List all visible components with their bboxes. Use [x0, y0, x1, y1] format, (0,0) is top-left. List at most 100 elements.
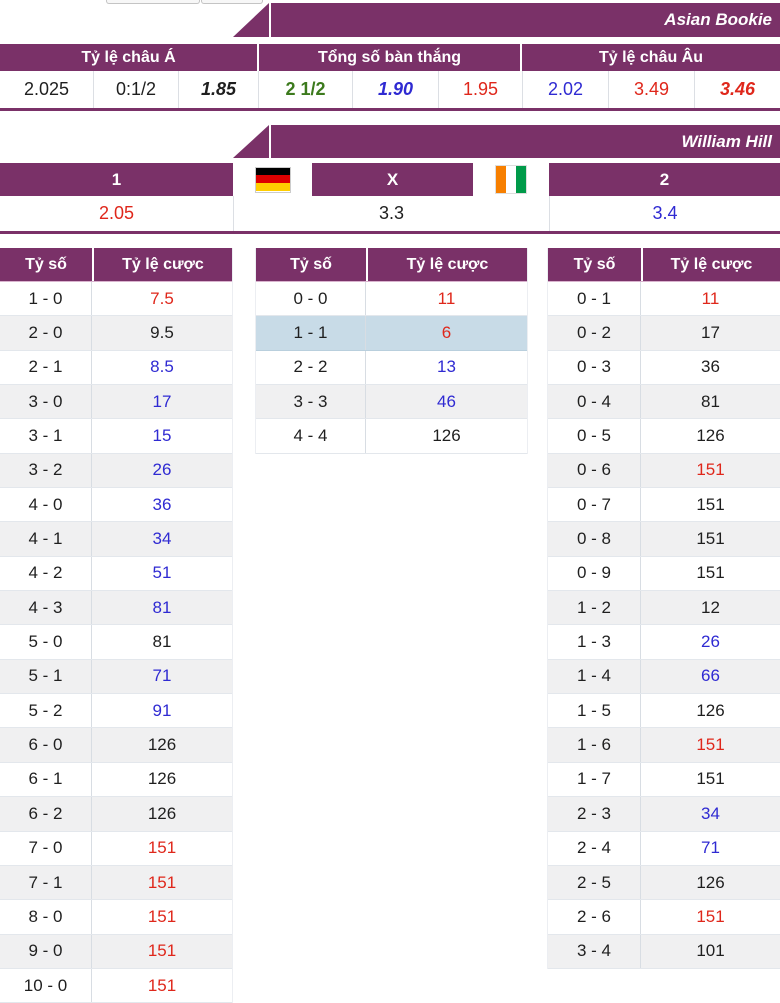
odds-cell[interactable]: 71 [152, 666, 172, 686]
score-odds-row[interactable]: 1 - 3 26 [548, 625, 780, 660]
tab-remnant-left[interactable] [106, 0, 200, 4]
score-odds-row[interactable]: 1 - 7 151 [548, 762, 780, 798]
score-odds-row[interactable]: 1 - 6 151 [548, 728, 780, 763]
odds-cell[interactable]: 81 [701, 391, 720, 411]
wh-odds-away[interactable]: 3.4 [549, 196, 780, 231]
odds-over[interactable]: 1.90 [352, 71, 438, 108]
score-odds-row[interactable]: 2 - 4 71 [548, 831, 780, 866]
odds-cell[interactable]: 126 [147, 735, 177, 755]
score-odds-row[interactable]: 1 - 0 7.5 [0, 282, 232, 317]
odds-cell[interactable]: 71 [701, 838, 720, 858]
odds-cell[interactable]: 15 [152, 426, 172, 446]
score-odds-row[interactable]: 1 - 1 6 [256, 316, 527, 351]
odds-cell[interactable]: 36 [152, 494, 172, 514]
odds-1x2-home[interactable]: 2.02 [522, 71, 608, 108]
score-odds-row[interactable]: 3 - 0 17 [0, 385, 232, 420]
odds-cell[interactable]: 126 [696, 872, 725, 892]
score-odds-row[interactable]: 0 - 8 151 [548, 522, 780, 557]
odds-cell[interactable]: 151 [147, 975, 177, 995]
score-odds-row[interactable]: 4 - 1 34 [0, 522, 232, 557]
odds-cell[interactable]: 81 [152, 597, 172, 617]
odds-cell[interactable]: 151 [147, 906, 177, 926]
score-odds-row[interactable]: 0 - 3 36 [548, 350, 780, 386]
score-odds-row[interactable]: 0 - 7 151 [548, 488, 780, 523]
score-odds-row[interactable]: 6 - 0 126 [0, 728, 232, 763]
score-odds-row[interactable]: 5 - 2 91 [0, 694, 232, 729]
odds-cell[interactable]: 26 [152, 460, 172, 480]
odds-cell[interactable]: 9.5 [150, 323, 174, 343]
odds-cell[interactable]: 34 [152, 529, 172, 549]
score-odds-row[interactable]: 2 - 5 126 [548, 865, 780, 901]
odds-cell[interactable]: 17 [152, 391, 172, 411]
score-odds-row[interactable]: 10 - 0 151 [0, 968, 232, 1003]
odds-cell[interactable]: 7.5 [150, 288, 174, 308]
score-odds-row[interactable]: 6 - 2 126 [0, 797, 232, 832]
odds-cell[interactable]: 126 [147, 803, 177, 823]
score-odds-row[interactable]: 1 - 2 12 [548, 591, 780, 626]
score-odds-row[interactable]: 9 - 0 151 [0, 934, 232, 969]
score-odds-row[interactable]: 4 - 0 36 [0, 488, 232, 523]
score-odds-row[interactable]: 3 - 3 46 [256, 385, 527, 420]
score-odds-row[interactable]: 5 - 0 81 [0, 625, 232, 660]
score-odds-row[interactable]: 4 - 3 81 [0, 591, 232, 626]
odds-under[interactable]: 1.95 [438, 71, 522, 108]
odds-cell[interactable]: 17 [701, 323, 720, 343]
odds-1x2-draw[interactable]: 3.49 [608, 71, 694, 108]
odds-cell[interactable]: 151 [696, 563, 725, 583]
odds-cell[interactable]: 34 [701, 803, 720, 823]
wh-odds-draw[interactable]: 3.3 [233, 196, 549, 231]
odds-cell[interactable]: 36 [701, 357, 720, 377]
score-odds-row[interactable]: 0 - 1 11 [548, 282, 780, 317]
odds-cell[interactable]: 66 [701, 666, 720, 686]
odds-cell[interactable]: 11 [701, 288, 720, 308]
odds-cell[interactable]: 12 [701, 597, 720, 617]
odds-cell[interactable]: 11 [437, 288, 456, 308]
score-odds-row[interactable]: 6 - 1 126 [0, 762, 232, 798]
odds-cell[interactable]: 51 [152, 563, 172, 583]
odds-cell[interactable]: 126 [696, 700, 725, 720]
score-odds-row[interactable]: 3 - 1 15 [0, 419, 232, 454]
tab-remnant-right[interactable] [201, 0, 263, 4]
score-odds-row[interactable]: 3 - 2 26 [0, 453, 232, 489]
odds-cell[interactable]: 26 [701, 632, 720, 652]
score-odds-row[interactable]: 2 - 6 151 [548, 900, 780, 935]
odds-cell[interactable]: 151 [696, 769, 725, 789]
score-odds-row[interactable]: 1 - 4 66 [548, 659, 780, 695]
score-odds-row[interactable]: 1 - 5 126 [548, 694, 780, 729]
score-odds-row[interactable]: 2 - 1 8.5 [0, 350, 232, 386]
score-odds-row[interactable]: 2 - 3 34 [548, 797, 780, 832]
odds-cell[interactable]: 13 [437, 357, 456, 377]
score-odds-row[interactable]: 8 - 0 151 [0, 900, 232, 935]
odds-1x2-away[interactable]: 3.46 [694, 71, 780, 108]
score-odds-row[interactable]: 0 - 4 81 [548, 385, 780, 420]
odds-away-asian[interactable]: 1.85 [178, 71, 258, 108]
odds-cell[interactable]: 6 [441, 323, 452, 343]
score-odds-row[interactable]: 7 - 0 151 [0, 831, 232, 866]
score-odds-row[interactable]: 3 - 4 101 [548, 934, 780, 969]
odds-cell[interactable]: 151 [696, 529, 725, 549]
score-odds-row[interactable]: 7 - 1 151 [0, 865, 232, 901]
score-odds-row[interactable]: 5 - 1 71 [0, 659, 232, 695]
odds-cell[interactable]: 101 [696, 941, 725, 961]
odds-cell[interactable]: 126 [696, 426, 725, 446]
odds-goal-line[interactable]: 2 1/2 [258, 71, 352, 108]
wh-odds-home[interactable]: 2.05 [98, 203, 135, 223]
odds-cell[interactable]: 126 [432, 426, 461, 446]
score-odds-row[interactable]: 0 - 9 151 [548, 556, 780, 592]
odds-cell[interactable]: 91 [152, 700, 172, 720]
odds-cell[interactable]: 151 [696, 494, 725, 514]
odds-cell[interactable]: 151 [696, 906, 725, 926]
score-odds-row[interactable]: 0 - 5 126 [548, 419, 780, 454]
score-odds-row[interactable]: 0 - 0 11 [256, 282, 527, 317]
score-odds-row[interactable]: 0 - 2 17 [548, 316, 780, 351]
score-odds-row[interactable]: 2 - 2 13 [256, 350, 527, 386]
odds-cell[interactable]: 151 [147, 838, 177, 858]
odds-handicap[interactable]: 0:1/2 [93, 71, 178, 108]
odds-cell[interactable]: 126 [147, 769, 177, 789]
score-odds-row[interactable]: 4 - 4 126 [256, 419, 527, 454]
odds-home-asian[interactable]: 2.025 [23, 79, 70, 99]
odds-cell[interactable]: 151 [147, 941, 177, 961]
odds-cell[interactable]: 151 [696, 460, 725, 480]
odds-cell[interactable]: 151 [147, 872, 177, 892]
odds-cell[interactable]: 151 [696, 735, 725, 755]
